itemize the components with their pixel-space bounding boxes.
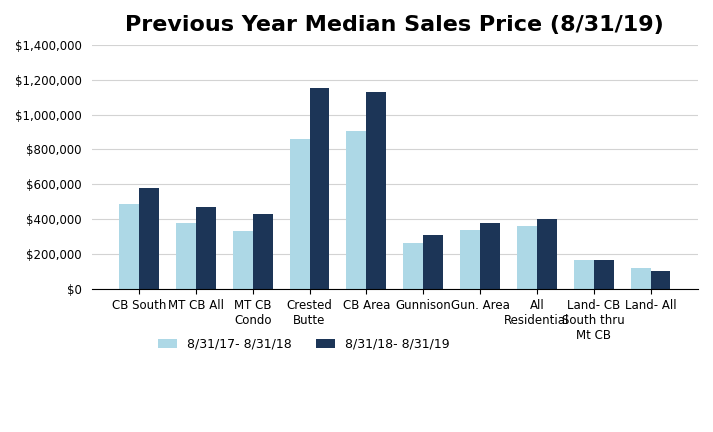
Bar [631, 268, 650, 289]
Bar [650, 271, 670, 289]
Bar [289, 139, 309, 289]
Bar [537, 219, 557, 289]
Bar [233, 232, 252, 289]
Legend: 8/31/17- 8/31/18, 8/31/18- 8/31/19: 8/31/17- 8/31/18, 8/31/18- 8/31/19 [153, 333, 455, 356]
Bar [139, 188, 159, 289]
Bar [424, 235, 443, 289]
Bar [574, 260, 594, 289]
Bar [309, 88, 329, 289]
Bar [176, 222, 196, 289]
Bar [366, 92, 386, 289]
Bar [196, 207, 216, 289]
Bar [347, 131, 366, 289]
Bar [517, 226, 537, 289]
Bar [252, 214, 272, 289]
Bar [594, 260, 614, 289]
Bar [460, 230, 480, 289]
Bar [119, 204, 139, 289]
Bar [404, 243, 424, 289]
Bar [480, 222, 500, 289]
Title: Previous Year Median Sales Price (8/31/19): Previous Year Median Sales Price (8/31/1… [125, 15, 665, 35]
